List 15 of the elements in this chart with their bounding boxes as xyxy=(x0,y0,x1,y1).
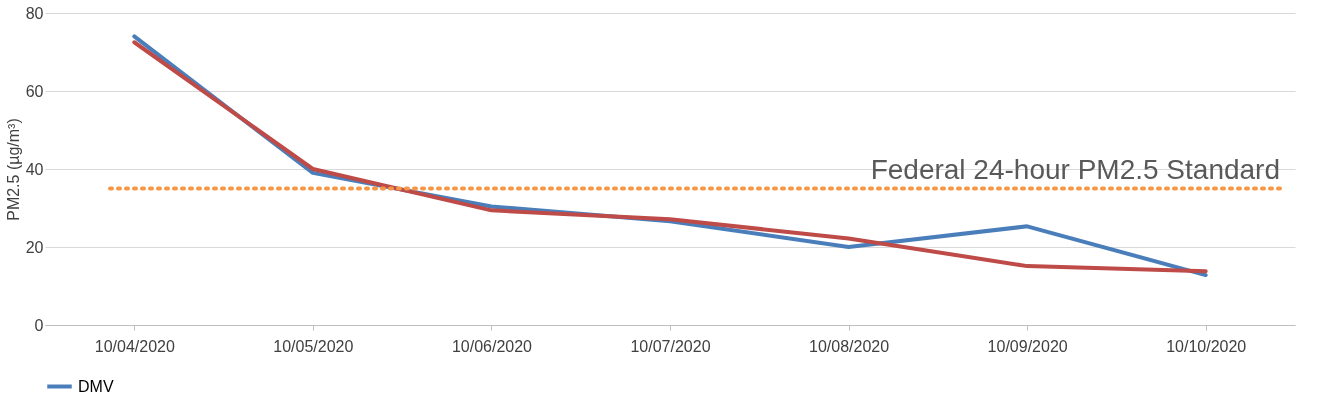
y-axis-title: PM2.5 (µg/m³) xyxy=(4,118,22,221)
x-tick-label: 10/10/2020 xyxy=(1166,337,1247,355)
x-tick-label: 10/07/2020 xyxy=(630,337,711,355)
x-tick-label: 10/05/2020 xyxy=(273,337,354,355)
y-tick-label: 0 xyxy=(34,316,44,334)
x-tick-label: 10/09/2020 xyxy=(987,337,1068,355)
x-tick-label: 10/08/2020 xyxy=(809,337,890,355)
legend-label: DMV xyxy=(78,377,114,395)
y-tick-label: 20 xyxy=(25,238,44,256)
x-tick-label: 10/04/2020 xyxy=(94,337,175,355)
ref-line-label: Federal 24-hour PM2.5 Standard xyxy=(870,153,1280,185)
y-tick-label: 60 xyxy=(25,82,44,100)
y-tick-label: 80 xyxy=(25,4,44,22)
x-tick-label: 10/06/2020 xyxy=(451,337,533,355)
y-tick-label: 40 xyxy=(25,160,44,178)
